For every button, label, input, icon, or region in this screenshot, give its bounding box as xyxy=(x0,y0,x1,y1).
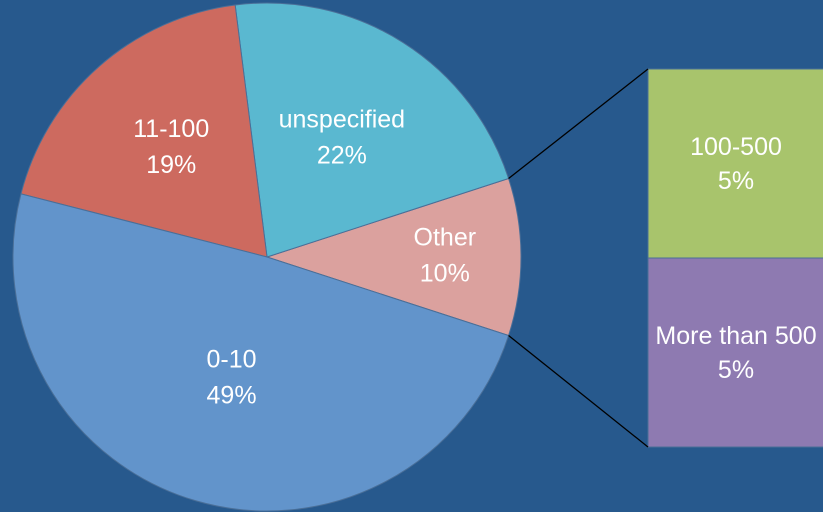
bar-label: More than 500 5% xyxy=(644,319,823,387)
bar-segment xyxy=(647,257,823,448)
slice-label: 11-100 xyxy=(133,115,209,143)
pie-slice xyxy=(234,2,510,258)
slice-value-label: 49% xyxy=(207,382,257,410)
pie-slice xyxy=(12,193,510,512)
bar-segment xyxy=(647,68,823,259)
slice-label: 0-10 xyxy=(207,346,257,374)
bar-category: More than 500 xyxy=(655,321,817,350)
slice-label: Other xyxy=(414,224,477,252)
slice-value-label: 22% xyxy=(317,142,367,170)
pie-slice xyxy=(20,4,268,258)
connector-line xyxy=(508,334,649,448)
slice-value-label: 10% xyxy=(420,260,470,288)
bar-value-label: 5% xyxy=(717,166,755,195)
slice-label: unspecified xyxy=(279,106,405,134)
bar-value-label: 5% xyxy=(717,355,755,384)
slice-value-label: 19% xyxy=(146,151,196,179)
pie-slice xyxy=(265,177,522,337)
bar-label: 100-500 5% xyxy=(644,130,823,198)
bar-category: 100-500 xyxy=(690,132,782,161)
connector-line xyxy=(508,68,649,180)
